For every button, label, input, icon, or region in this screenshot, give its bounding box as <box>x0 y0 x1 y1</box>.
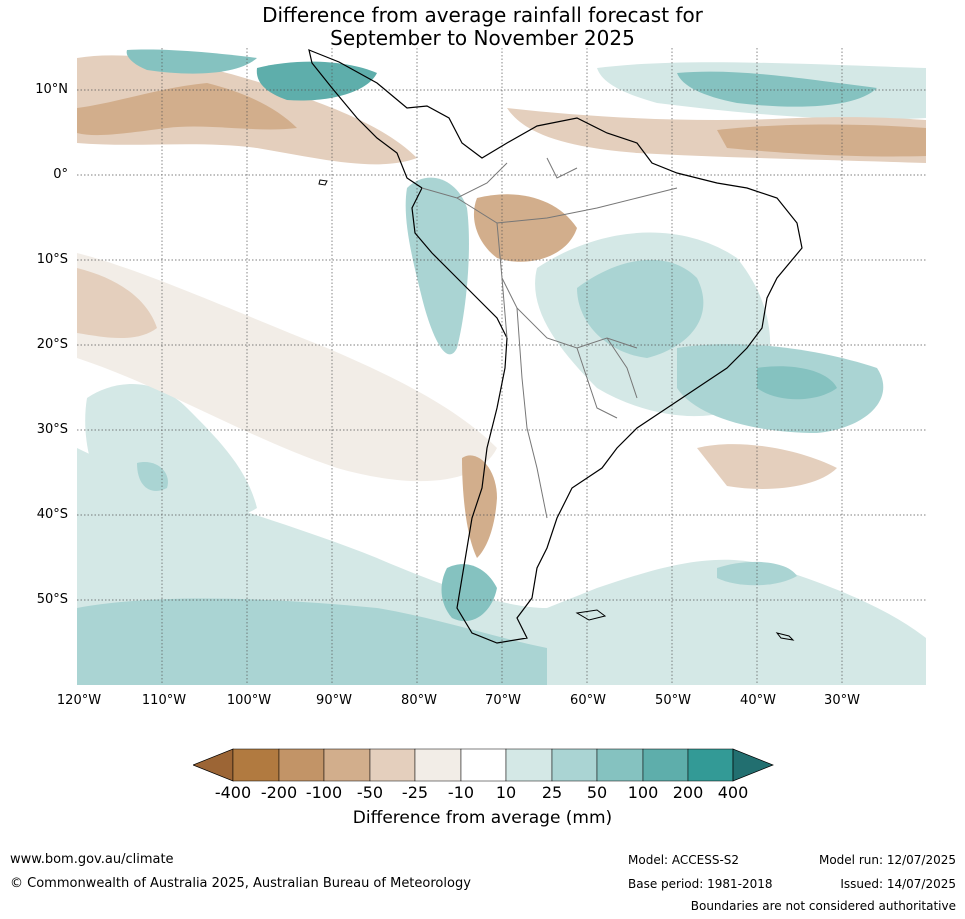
lon-label-90w: 90°W <box>316 693 352 708</box>
colorbar-swatch <box>414 748 462 782</box>
colorbar-tick: -10 <box>447 783 475 802</box>
colorbar-label: Difference from average (mm) <box>352 808 613 828</box>
shade-sw-light-teal <box>85 384 258 519</box>
colorbar-swatch <box>596 748 644 782</box>
shade-north-teal-blob <box>126 49 257 74</box>
shade-atlantic-teal <box>677 71 877 107</box>
colorbar-swatch <box>551 748 598 782</box>
shade-north-mid-brown <box>77 83 297 136</box>
shade-pacific-brown <box>77 268 157 338</box>
lon-label-100w: 100°W <box>226 693 272 708</box>
shade-cape-horn-teal <box>441 564 497 622</box>
shade-south-atlantic-brown <box>697 444 837 489</box>
footer-model-run: Model run: 12/07/2025 <box>818 853 956 867</box>
lon-label-70w: 70°W <box>485 693 521 708</box>
map-title: Difference from average rainfall forecas… <box>0 4 965 50</box>
lat-label-30s: 30°S <box>36 422 68 437</box>
south-georgia-island <box>775 632 795 641</box>
shade-sw-teal-spot <box>137 462 168 491</box>
graticule <box>77 48 926 685</box>
colorbar-swatch <box>505 748 553 782</box>
colorbar-swatch <box>232 748 280 782</box>
shade-north-teal-central <box>256 61 377 101</box>
footer-issued: Issued: 14/07/2025 <box>840 877 956 891</box>
south-america-coastline <box>308 49 803 644</box>
shade-south-teal <box>77 598 547 685</box>
footer-disclaimer: Boundaries are not considered authoritat… <box>690 899 956 913</box>
colorbar-tick: 10 <box>495 783 517 802</box>
lat-label-10s: 10°S <box>36 252 68 267</box>
shade-patagonia-brown <box>462 455 497 558</box>
shade-amazon-brown <box>473 194 577 262</box>
lat-label-20s: 20°S <box>36 337 68 352</box>
colorbar-tick: -400 <box>214 783 252 802</box>
colorbar-tick: 25 <box>541 783 563 802</box>
footer-copyright: © Commonwealth of Australia 2025, Austra… <box>10 876 471 891</box>
rainfall-map <box>77 48 926 685</box>
colorbar-tick: -100 <box>305 783 343 802</box>
map-svg <box>77 48 926 685</box>
title-line-2: September to November 2025 <box>330 26 635 50</box>
shade-se-atlantic-mid-teal <box>757 366 837 400</box>
colorbar-swatch <box>460 748 507 782</box>
colorbar-tick: 200 <box>672 783 704 802</box>
colorbar-swatch <box>687 748 734 782</box>
lon-label-30w: 30°W <box>824 693 860 708</box>
colorbar-swatch <box>323 748 371 782</box>
colorbar-tick: 50 <box>586 783 608 802</box>
shade-brazil-teal <box>577 259 704 358</box>
lon-label-40w: 40°W <box>740 693 776 708</box>
lat-label-0: 0° <box>53 167 68 182</box>
footer-model: Model: ACCESS-S2 <box>628 853 740 867</box>
lat-label-50s: 50°S <box>36 592 68 607</box>
colorbar-tick: -25 <box>401 783 429 802</box>
galapagos-islands <box>318 179 328 186</box>
lat-label-10n: 10°N <box>35 82 68 97</box>
lon-label-50w: 50°W <box>655 693 691 708</box>
colorbar-tick: 400 <box>717 783 749 802</box>
falklands-islands <box>575 609 607 621</box>
colorbar-swatch-max <box>732 748 774 782</box>
shade-andes-teal <box>405 177 469 355</box>
shade-pacific-light-brown <box>77 253 497 482</box>
colorbar-swatch <box>278 748 325 782</box>
title-line-1: Difference from average rainfall forecas… <box>262 3 703 27</box>
country-borders <box>421 157 678 519</box>
lon-label-120w: 120°W <box>56 693 102 708</box>
colorbar-swatch <box>369 748 416 782</box>
colorbar <box>193 748 774 782</box>
shade-atlantic-mid-brown <box>717 124 926 157</box>
colorbar-tick: 100 <box>627 783 659 802</box>
lon-label-110w: 110°W <box>141 693 187 708</box>
colorbar-swatch-min <box>193 748 234 782</box>
lat-label-40s: 40°S <box>36 507 68 522</box>
colorbar-swatch <box>642 748 689 782</box>
lon-label-60w: 60°W <box>570 693 606 708</box>
colorbar-tick: -200 <box>260 783 298 802</box>
lon-label-80w: 80°W <box>401 693 437 708</box>
footer-base-period: Base period: 1981-2018 <box>628 877 773 891</box>
footer-url: www.bom.gov.au/climate <box>10 852 174 867</box>
colorbar-tick: -50 <box>356 783 384 802</box>
